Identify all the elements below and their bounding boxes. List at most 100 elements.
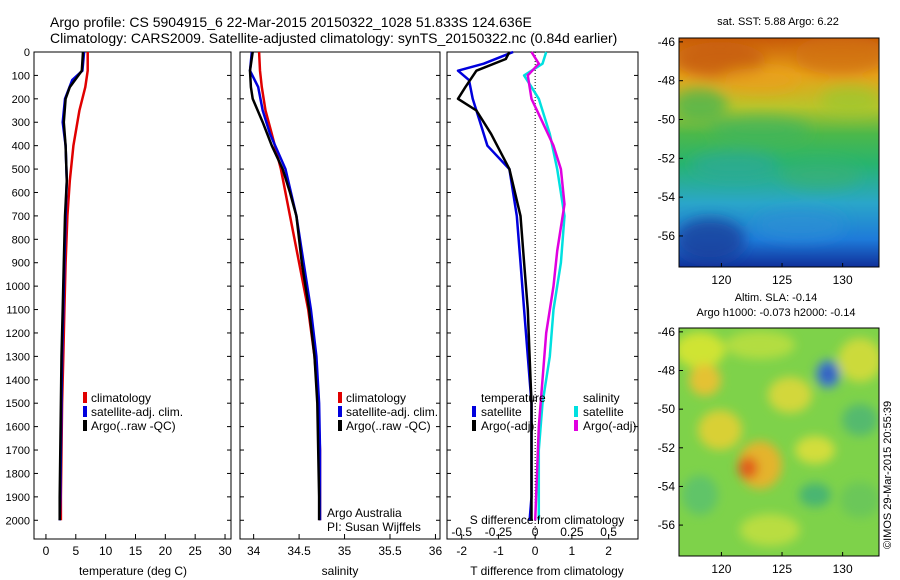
legend-label-satellite: satellite-adj. clim.: [91, 405, 183, 419]
legend-swatch-s-argo: [574, 420, 578, 431]
y-tick-label: 2000: [6, 515, 30, 527]
argo-australia-label: Argo Australia: [327, 506, 402, 520]
legend-label-t-satellite: satellite: [481, 405, 522, 419]
difference-plot: -2 -1 0 1 2 -0.5 -0.25 0 0.25 0.5: [447, 50, 638, 558]
legend-heading-salinity: salinity: [583, 391, 620, 405]
legend-swatch-climatology: [338, 392, 342, 403]
y-tick-label: 1200: [6, 328, 30, 340]
legend-swatch-s-satellite: [574, 406, 578, 417]
series-line-climatology: [257, 51, 322, 521]
sla-map-title-1: Altim. SLA: -0.14: [735, 292, 818, 304]
map-x-tick-label: 120: [711, 273, 731, 287]
header-line-1: Argo profile: CS 5904915_6 22-Mar-2015 2…: [50, 14, 532, 30]
difference-xlabel: T difference from climatology: [470, 564, 624, 578]
map-x-tick-label: 120: [711, 562, 731, 576]
y-tick-label: 1000: [6, 281, 30, 293]
x-tick-label: -1: [493, 544, 504, 558]
y-tick-label: 1900: [6, 492, 30, 504]
legend-heading-temperature: temperature: [481, 391, 546, 405]
salinity-legend: climatology satellite-adj. clim. Argo(..…: [338, 391, 438, 433]
imos-timestamp: ©IMOS 29-Mar-2015 20:55:39: [882, 401, 894, 549]
series-line-argo-raw-qc-: [58, 51, 85, 521]
legend-label-climatology: climatology: [346, 391, 406, 405]
y-tick-label: 200: [12, 94, 30, 106]
series-line-argo-adj-: [456, 51, 533, 521]
y-tick-label: 100: [12, 70, 30, 82]
map-y-tick-label: -46: [658, 35, 676, 49]
legend-label-satellite: satellite-adj. clim.: [346, 405, 438, 419]
y-tick-label: 1500: [6, 398, 30, 410]
temperature-plot-frame: [33, 51, 232, 540]
legend-swatch-t-argo: [472, 420, 476, 431]
x-tick-label: 5: [72, 544, 79, 558]
x-tick-label: 2: [605, 544, 612, 558]
legend-label-t-argo: Argo(-adj): [481, 419, 534, 433]
top-tick-label: -0.25: [485, 525, 513, 539]
x-tick-label: 15: [129, 544, 143, 558]
y-tick-label: 800: [12, 234, 30, 246]
legend-swatch-argo: [83, 420, 87, 431]
legend-swatch-satellite: [83, 406, 87, 417]
legend-label-s-argo: Argo(-adj): [583, 419, 636, 433]
map-y-tick-label: -48: [658, 74, 676, 88]
legend-label-argo: Argo(..raw -QC): [91, 419, 176, 433]
sla-map-frame: [678, 327, 880, 557]
y-tick-label: 700: [12, 211, 30, 223]
map-y-tick-label: -50: [658, 113, 676, 127]
salinity-plot: 34 34.5 35 35.5 36: [240, 51, 442, 558]
map-y-tick-label: -52: [658, 151, 676, 165]
salinity-xlabel: salinity: [322, 564, 359, 578]
series-line-argo-raw-qc-: [248, 51, 321, 521]
x-tick-label: 0: [532, 544, 539, 558]
x-tick-label: 30: [218, 544, 232, 558]
series-line-argo-adj-: [526, 51, 566, 521]
y-tick-label: 1300: [6, 351, 30, 363]
legend-label-s-satellite: satellite: [583, 405, 624, 419]
y-tick-label: 0: [24, 47, 30, 59]
sla-map: [679, 328, 879, 556]
y-tick-label: 1600: [6, 422, 30, 434]
legend-swatch-climatology: [83, 392, 87, 403]
map-y-tick-label: -56: [658, 229, 676, 243]
series-line-satellite: [456, 50, 533, 521]
x-tick-label: 34: [247, 544, 261, 558]
series-line-satellite-adj-clim-: [248, 51, 322, 521]
y-tick-label: 500: [12, 164, 30, 176]
x-tick-label: 10: [99, 544, 113, 558]
pi-label: PI: Susan Wijffels: [327, 520, 421, 534]
map-y-tick-label: -52: [658, 441, 676, 455]
x-tick-label: 20: [159, 544, 173, 558]
y-tick-label: 900: [12, 258, 30, 270]
top-tick-label: 0: [532, 525, 539, 539]
sla-map-axes: 120 125 130 -46 -48 -50 -52 -54 -56: [658, 325, 853, 576]
sst-map: [679, 38, 879, 267]
y-tick-label: 1700: [6, 445, 30, 457]
difference-plot-frame: [446, 51, 639, 540]
sst-map-title: sat. SST: 5.88 Argo: 6.22: [717, 16, 839, 28]
map-y-tick-label: -54: [658, 190, 676, 204]
map-x-tick-label: 130: [833, 273, 853, 287]
x-tick-label: 35: [338, 544, 352, 558]
temperature-plot: 0 5 10 15 20 25 300100200300400500600700800900…: [6, 47, 233, 558]
salinity-plot-frame: [239, 51, 441, 540]
difference-top-xlabel: S difference from climatology: [470, 513, 625, 527]
x-tick-label: 34.5: [287, 544, 311, 558]
header-line-2: Climatology: CARS2009. Satellite-adjuste…: [50, 30, 617, 46]
x-tick-label: 0: [43, 544, 50, 558]
map-y-tick-label: -46: [658, 325, 676, 339]
y-tick-label: 1800: [6, 468, 30, 480]
map-x-tick-label: 125: [772, 562, 792, 576]
top-tick-label: 0.5: [600, 525, 617, 539]
sst-map-frame: [678, 37, 880, 268]
x-tick-label: 25: [189, 544, 203, 558]
x-tick-label: 1: [569, 544, 576, 558]
map-y-tick-label: -50: [658, 402, 676, 416]
top-tick-label: -0.5: [451, 525, 472, 539]
difference-legend: temperature salinity satellite Argo(-adj…: [472, 391, 636, 433]
sla-map-title-2: Argo h1000: -0.073 h2000: -0.14: [696, 307, 855, 319]
legend-label-argo: Argo(..raw -QC): [346, 419, 431, 433]
y-tick-label: 600: [12, 187, 30, 199]
map-y-tick-label: -56: [658, 518, 676, 532]
sst-map-axes: 120 125 130 -46 -48 -50 -52 -54 -56: [658, 35, 853, 287]
